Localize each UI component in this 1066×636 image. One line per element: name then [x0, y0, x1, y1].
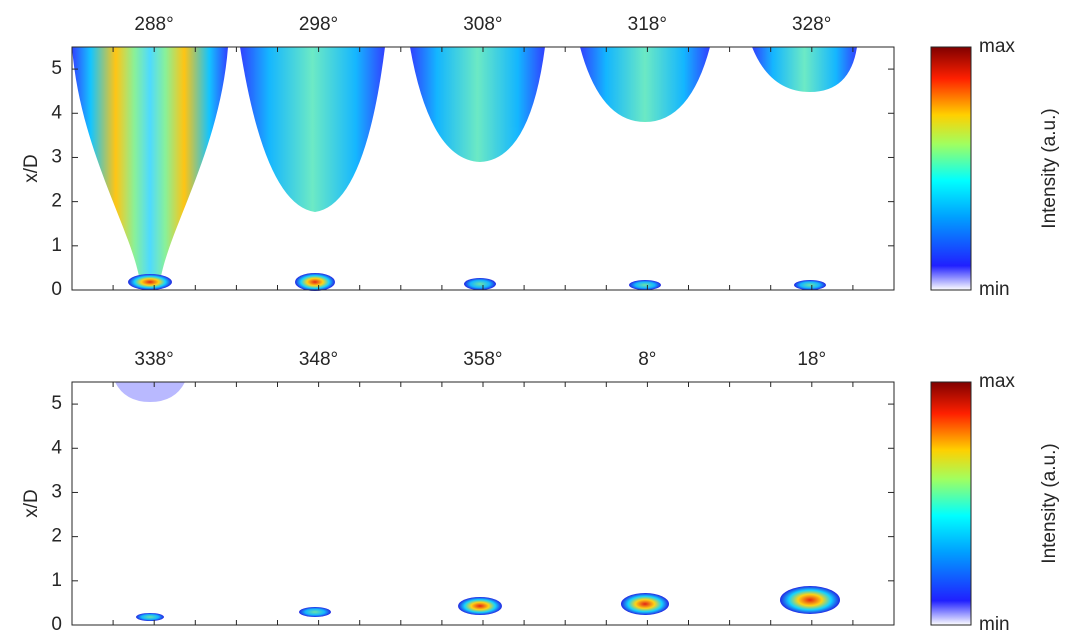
- frame-label: 288°: [134, 14, 173, 35]
- plot-frame: [71, 381, 895, 626]
- y-tick-label: 1: [51, 235, 62, 256]
- plume: [780, 586, 840, 614]
- colorbar: [930, 46, 972, 291]
- colorbar-label: Intensity (a.u.): [1039, 443, 1060, 563]
- plume: [458, 597, 502, 615]
- plume: [621, 593, 669, 615]
- plume: [299, 607, 331, 617]
- plume: [240, 47, 385, 212]
- plumes-top: [72, 47, 857, 291]
- frame-label: 328°: [792, 14, 831, 35]
- colorbar-tick-label: min: [979, 279, 1010, 300]
- y-axis-label: x/D: [21, 154, 42, 183]
- y-tick-label: 4: [51, 437, 62, 458]
- y-axis-label: x/D: [21, 489, 42, 518]
- frame-label: 308°: [463, 14, 502, 35]
- frame-label: 318°: [628, 14, 667, 35]
- plume: [295, 273, 335, 291]
- colorbar-tick-label: max: [979, 36, 1015, 57]
- plume: [464, 278, 496, 290]
- colorbar-tick-label: min: [979, 614, 1010, 635]
- plume: [115, 382, 185, 402]
- frame-label: 8°: [638, 349, 656, 370]
- y-tick-label: 5: [51, 393, 62, 414]
- plume: [410, 47, 545, 162]
- y-tick-label: 3: [51, 481, 62, 502]
- y-tick-label: 5: [51, 58, 62, 79]
- y-tick-label: 0: [51, 614, 62, 635]
- y-tick-label: 0: [51, 279, 62, 300]
- y-tick-label: 3: [51, 146, 62, 167]
- y-tick-label: 2: [51, 191, 62, 212]
- y-tick-label: 2: [51, 526, 62, 547]
- plume: [580, 47, 710, 122]
- colorbar-label: Intensity (a.u.): [1039, 108, 1060, 228]
- plumes-bottom: [115, 382, 840, 621]
- colorbar-tick-label: max: [979, 371, 1015, 392]
- y-tick-label: 4: [51, 102, 62, 123]
- frame-label: 358°: [463, 349, 502, 370]
- plume: [752, 47, 857, 92]
- frame-label: 298°: [299, 14, 338, 35]
- plume: [136, 613, 164, 621]
- frame-label: 338°: [134, 349, 173, 370]
- frame-label: 18°: [797, 349, 826, 370]
- y-tick-label: 1: [51, 570, 62, 591]
- colorbar: [930, 381, 972, 626]
- plume: [794, 280, 826, 290]
- plume: [72, 47, 228, 282]
- plume: [629, 280, 661, 290]
- frame-label: 348°: [299, 349, 338, 370]
- plume: [128, 274, 172, 290]
